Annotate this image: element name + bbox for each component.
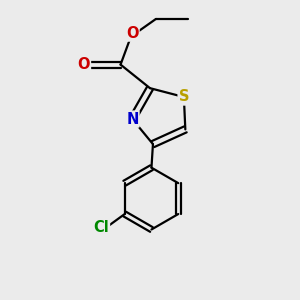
Text: N: N [126, 112, 139, 127]
Text: O: O [126, 26, 139, 40]
Text: S: S [178, 89, 189, 104]
Text: O: O [77, 57, 90, 72]
Text: Cl: Cl [93, 220, 109, 235]
